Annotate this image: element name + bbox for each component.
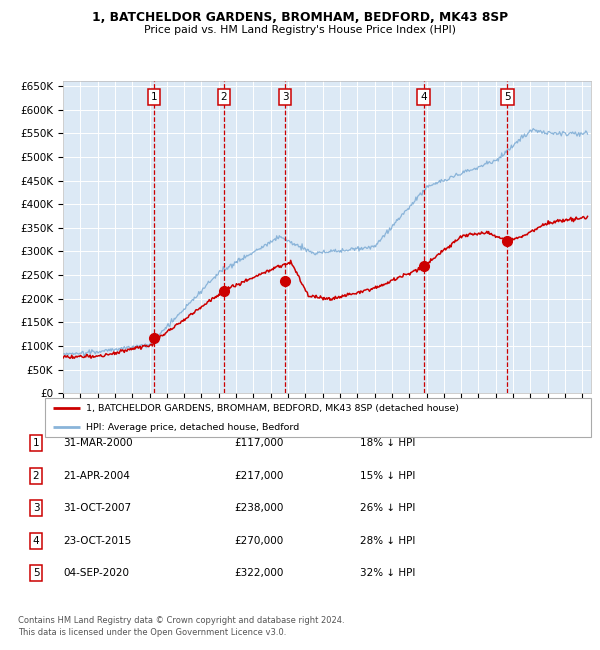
Text: 1: 1: [151, 92, 157, 102]
Text: 31-MAR-2000: 31-MAR-2000: [63, 438, 133, 448]
Text: 32% ↓ HPI: 32% ↓ HPI: [360, 568, 415, 578]
Text: 1: 1: [32, 438, 40, 448]
Text: 2: 2: [221, 92, 227, 102]
FancyBboxPatch shape: [45, 398, 591, 437]
Text: £217,000: £217,000: [234, 471, 283, 481]
Text: 23-OCT-2015: 23-OCT-2015: [63, 536, 131, 546]
Text: HPI: Average price, detached house, Bedford: HPI: Average price, detached house, Bedf…: [86, 422, 299, 432]
Text: 04-SEP-2020: 04-SEP-2020: [63, 568, 129, 578]
Text: 1, BATCHELDOR GARDENS, BROMHAM, BEDFORD, MK43 8SP (detached house): 1, BATCHELDOR GARDENS, BROMHAM, BEDFORD,…: [86, 404, 459, 413]
Text: 5: 5: [504, 92, 511, 102]
Text: 26% ↓ HPI: 26% ↓ HPI: [360, 503, 415, 514]
Text: £117,000: £117,000: [234, 438, 283, 448]
Text: 4: 4: [420, 92, 427, 102]
Text: 3: 3: [282, 92, 289, 102]
Text: 2: 2: [32, 471, 40, 481]
Text: 21-APR-2004: 21-APR-2004: [63, 471, 130, 481]
Text: Contains HM Land Registry data © Crown copyright and database right 2024.
This d: Contains HM Land Registry data © Crown c…: [18, 616, 344, 637]
Text: 5: 5: [32, 568, 40, 578]
Text: 28% ↓ HPI: 28% ↓ HPI: [360, 536, 415, 546]
Text: 18% ↓ HPI: 18% ↓ HPI: [360, 438, 415, 448]
Text: 4: 4: [32, 536, 40, 546]
Text: 31-OCT-2007: 31-OCT-2007: [63, 503, 131, 514]
Text: Price paid vs. HM Land Registry's House Price Index (HPI): Price paid vs. HM Land Registry's House …: [144, 25, 456, 34]
Text: £270,000: £270,000: [234, 536, 283, 546]
Text: 1, BATCHELDOR GARDENS, BROMHAM, BEDFORD, MK43 8SP: 1, BATCHELDOR GARDENS, BROMHAM, BEDFORD,…: [92, 11, 508, 24]
Text: £322,000: £322,000: [234, 568, 283, 578]
Text: 15% ↓ HPI: 15% ↓ HPI: [360, 471, 415, 481]
Text: 3: 3: [32, 503, 40, 514]
Text: £238,000: £238,000: [234, 503, 283, 514]
